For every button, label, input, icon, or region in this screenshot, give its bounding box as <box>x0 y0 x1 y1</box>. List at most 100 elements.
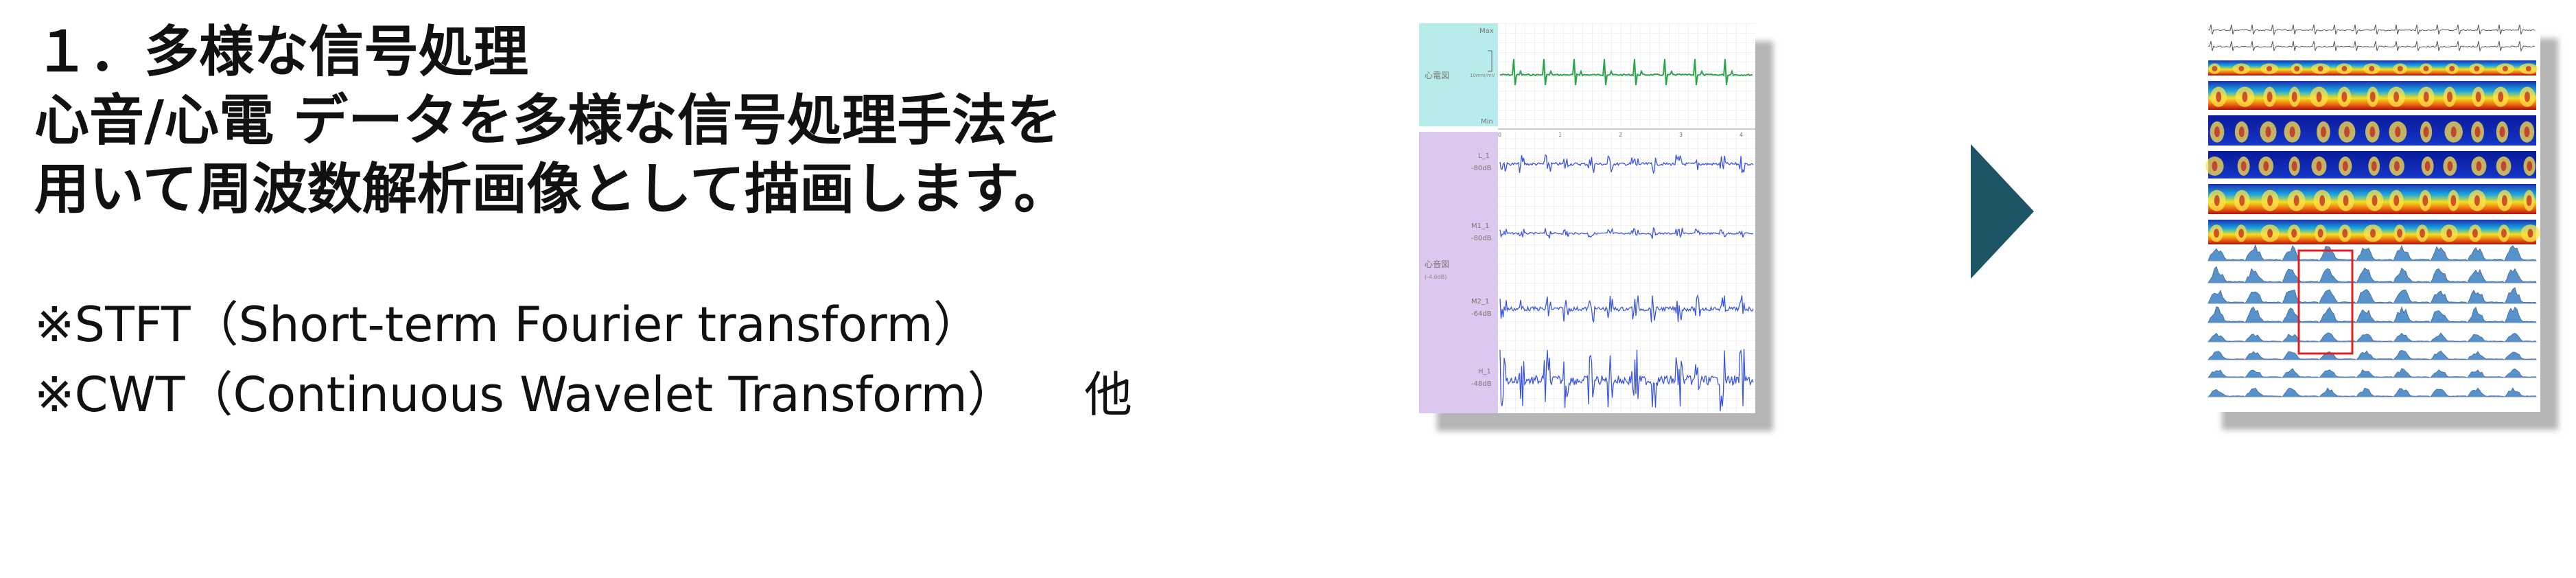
heatmap-core <box>2525 66 2531 72</box>
spectral-analysis-chart <box>2205 24 2540 397</box>
heatmap-core <box>2446 91 2452 102</box>
ecg-pcg-figure: 心電図 Max 10mm/mV Min 0 1 2 3 4 心音図 (-4.0d… <box>1419 23 1755 413</box>
heatmap-core <box>2267 229 2273 238</box>
heatmap-core <box>2265 126 2271 138</box>
heatmap-core <box>2214 195 2220 207</box>
pcg-trace-2 <box>1499 294 1754 323</box>
heatmap-core <box>2420 229 2426 238</box>
heatmap-core <box>2501 161 2507 172</box>
heatmap-core <box>2263 161 2269 172</box>
heatmap-core <box>2397 66 2403 72</box>
time-tick-3: 3 <box>1679 132 1683 138</box>
heatmap-core <box>2238 229 2245 238</box>
heatmap-core <box>2238 126 2245 138</box>
note-stft: ※STFT（Short-term Fourier transform） <box>34 297 981 353</box>
heatmap-core <box>2238 66 2245 72</box>
heatmap-core <box>2212 66 2218 72</box>
heatmap-core <box>2316 161 2322 172</box>
heatmap-core <box>2527 161 2533 172</box>
channel-m2-name: M2_1 <box>1471 298 1489 305</box>
heatmap-core <box>2214 126 2220 138</box>
ecg-panel-band <box>1419 23 1498 126</box>
channel-h-level: -48dB <box>1471 380 1492 388</box>
heatmap-core <box>2498 91 2504 102</box>
heatmap-core <box>2341 91 2347 102</box>
heatmap-core <box>2449 66 2455 72</box>
heatmap-core <box>2476 161 2482 172</box>
heatmap-core <box>2423 91 2429 102</box>
channel-m1-name: M1_1 <box>1471 222 1489 230</box>
spectral-analysis-figure <box>2204 21 2540 412</box>
heatmap-core <box>2242 91 2248 102</box>
ecg-pcg-chart: 心電図 Max 10mm/mV Min 0 1 2 3 4 心音図 (-4.0d… <box>1419 23 1755 413</box>
heatmap-core <box>2474 195 2480 207</box>
ecg-scale-bracket <box>1488 50 1492 72</box>
heatmap-core <box>2446 229 2452 238</box>
envelope-row-3 <box>2208 306 2537 323</box>
heatmap-core <box>2393 195 2400 207</box>
waveform-line-1 <box>2208 41 2536 52</box>
heatmap-core <box>2291 229 2297 238</box>
heatmap-core <box>2341 66 2347 72</box>
heatmap-core <box>2423 126 2429 138</box>
pcg-panel-band <box>1419 132 1498 413</box>
heatmap-core <box>2450 195 2457 207</box>
ecg-min-label: Min <box>1481 118 1493 126</box>
ecg-line <box>1499 58 1753 86</box>
envelope-row-0 <box>2208 244 2537 262</box>
heatmap-core <box>2447 161 2453 172</box>
envelope-row-6 <box>2208 368 2537 378</box>
ecg-max-label: Max <box>1479 27 1494 35</box>
heatmap-core <box>2372 195 2378 207</box>
heatmap-core <box>2502 66 2508 72</box>
heatmap-core <box>2343 195 2349 207</box>
heatmap-core <box>2344 126 2350 138</box>
heatmap-core <box>2212 161 2218 172</box>
heatmap-core <box>2342 229 2348 238</box>
heatmap-core <box>2524 126 2530 138</box>
heatmap-core <box>2526 195 2532 207</box>
envelope-row-7 <box>2207 387 2537 397</box>
spectral-rows <box>2205 24 2540 397</box>
heatmap-core <box>2289 126 2295 138</box>
channel-h-name: H_1 <box>1478 368 1491 375</box>
heatmap-core <box>2240 161 2247 172</box>
heatmap-core <box>2293 195 2299 207</box>
ecg-scale-label: 10mm/mV <box>1470 73 1495 78</box>
pcg-panel-sublabel: (-4.0dB) <box>1425 274 1447 280</box>
pcg-trace-1 <box>1499 227 1754 239</box>
channel-m1-level: -80dB <box>1471 235 1492 242</box>
heatmap-core <box>2424 161 2431 172</box>
heatmap-core <box>2397 229 2403 238</box>
time-tick-0: 0 <box>1498 132 1501 138</box>
note-other: 他 <box>1084 367 1132 423</box>
heatmap-core <box>2474 66 2480 72</box>
heatmap-core <box>2291 91 2297 102</box>
play-triangle-icon <box>1971 144 2034 279</box>
highlight-box <box>2297 249 2354 355</box>
heatmap-core <box>2317 229 2323 238</box>
waveform-line-0 <box>2208 24 2536 36</box>
heatmap-core <box>2369 126 2376 138</box>
heatmap-core <box>2320 126 2326 138</box>
pcg-trace-0 <box>1499 154 1754 174</box>
heatmap-core <box>2216 91 2222 102</box>
ecg-trace <box>1499 58 1753 86</box>
heatmap-core <box>2422 195 2428 207</box>
heatmap-core <box>2239 195 2245 207</box>
heatmap-core <box>2342 161 2348 172</box>
heatmap-core <box>2291 161 2297 172</box>
envelope-row-1 <box>2208 266 2537 284</box>
heatmap-core <box>2369 91 2376 102</box>
pcg-traces <box>1499 154 1754 411</box>
heatmap-core <box>2214 229 2220 238</box>
heatmap-core <box>2393 161 2400 172</box>
heading-line-3: 用いて周波数解析画像として描画します。 <box>34 157 1069 221</box>
heatmap-core <box>2474 126 2481 138</box>
heatmap-core <box>2316 91 2322 102</box>
heatmap-core <box>2267 195 2273 207</box>
heatmap-core <box>2501 229 2507 238</box>
pcg-grid <box>1498 132 1755 413</box>
channel-l-name: L_1 <box>1478 152 1490 160</box>
heatmap-core <box>2472 229 2479 238</box>
